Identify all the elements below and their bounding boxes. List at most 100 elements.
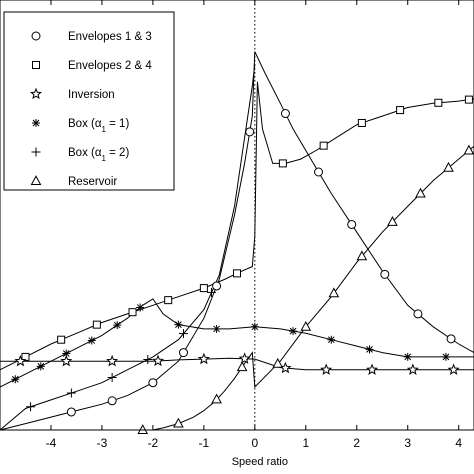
data-point-plus [178, 329, 188, 339]
data-point-asterisk [11, 375, 20, 384]
data-point-star [406, 363, 419, 375]
legend-marker-star [29, 87, 43, 100]
data-point-square [57, 335, 66, 344]
data-point-circle [280, 109, 290, 119]
data-point-plus [26, 402, 36, 412]
data-point-asterisk [62, 349, 71, 358]
data-point-plus [207, 287, 217, 297]
data-point-triangle [356, 250, 368, 261]
data-point-asterisk [113, 321, 122, 330]
series-markers-star [14, 352, 460, 375]
data-point-asterisk [250, 322, 259, 331]
x-tick-label: 1 [302, 436, 309, 450]
data-point-circle [347, 219, 357, 229]
data-point-triangle [137, 424, 149, 434]
data-point-circle [212, 281, 222, 291]
data-point-triangle [236, 361, 248, 372]
legend-label: Envelopes 1 & 3 [68, 31, 152, 43]
series-markers-plus [26, 287, 217, 412]
legend: Envelopes 1 & 3 Envelopes 2 & 4 Inversion B… [3, 11, 175, 191]
data-point-triangle [387, 216, 398, 226]
data-point-star [238, 352, 251, 364]
data-point-square [21, 352, 30, 361]
data-point-square [357, 118, 366, 127]
data-point-star [106, 354, 119, 367]
data-point-asterisk [403, 352, 412, 361]
legend-label: Box (α1 = 2) [68, 147, 129, 163]
x-tick-label: 4 [455, 436, 462, 450]
data-point-star [447, 363, 460, 375]
legend-label: Envelopes 2 & 4 [68, 60, 152, 72]
data-point-asterisk [87, 336, 96, 345]
legend-marker-plus [31, 147, 41, 157]
data-point-triangle [328, 287, 340, 298]
series-line-triangle [142, 145, 474, 431]
data-point-square [278, 159, 287, 168]
data-point-triangle [173, 417, 184, 428]
series-line-circle [0, 51, 474, 431]
data-point-star [197, 352, 210, 365]
data-point-circle [178, 348, 188, 358]
series-line-plus [0, 64, 256, 431]
data-point-star [320, 363, 333, 375]
series-markers-asterisk [11, 303, 450, 384]
legend-label: Box (α1 = 1) [68, 118, 129, 134]
data-point-triangle [463, 144, 474, 155]
x-tick-label: -2 [148, 436, 159, 450]
data-point-plus [143, 354, 153, 364]
data-point-circle [413, 309, 423, 319]
data-point-asterisk [36, 362, 45, 371]
data-point-circle [446, 334, 456, 344]
legend-marker-square [32, 61, 40, 69]
legend-marker-circle [31, 31, 41, 41]
x-tick-label: 3 [404, 436, 411, 450]
data-point-square [233, 269, 241, 278]
data-point-circle [107, 396, 117, 406]
data-point-asterisk [365, 345, 374, 354]
data-point-circle [148, 378, 158, 388]
data-point-circle [314, 167, 324, 177]
data-point-star [14, 354, 27, 367]
data-point-square [464, 95, 473, 104]
series-line-square [0, 81, 474, 371]
data-point-star [151, 354, 165, 367]
data-point-asterisk [327, 335, 336, 344]
series-markers-square [21, 95, 473, 361]
data-point-asterisk [136, 303, 145, 312]
x-axis: -4 -3 -2 -1 0 1 2 3 4 [46, 0, 462, 450]
legend-box [3, 11, 175, 191]
data-point-asterisk [174, 320, 183, 329]
data-point-triangle [443, 161, 454, 172]
data-point-circle [245, 127, 255, 137]
data-point-square [396, 106, 405, 115]
data-point-triangle [415, 187, 426, 198]
series-markers-circle [66, 109, 456, 417]
data-point-square [164, 296, 173, 305]
data-point-triangle [211, 393, 222, 404]
x-axis-label: Speed ratio [232, 456, 288, 468]
data-point-square [434, 98, 443, 107]
data-point-plus [66, 388, 76, 398]
data-point-asterisk [441, 352, 450, 361]
data-point-square [319, 141, 328, 150]
data-point-square [199, 284, 208, 293]
x-tick-label: 2 [353, 436, 360, 450]
data-point-asterisk [289, 327, 298, 336]
data-point-triangle [300, 320, 312, 331]
legend-label: Reservoir [68, 176, 117, 188]
data-point-square [92, 320, 101, 329]
x-tick-label: -1 [199, 436, 210, 450]
legend-label: Inversion [68, 89, 115, 101]
data-point-circle [66, 407, 76, 417]
x-tick-label: 0 [251, 436, 258, 450]
marker-layer [11, 95, 474, 434]
legend-marker-asterisk [32, 119, 40, 127]
x-tick-label: -3 [97, 436, 108, 450]
data-point-circle [380, 269, 390, 279]
series-markers-triangle [137, 144, 474, 434]
data-point-plus [107, 373, 117, 383]
data-point-star [60, 354, 73, 367]
data-point-square [128, 308, 137, 317]
plot-frame [0, 0, 474, 431]
